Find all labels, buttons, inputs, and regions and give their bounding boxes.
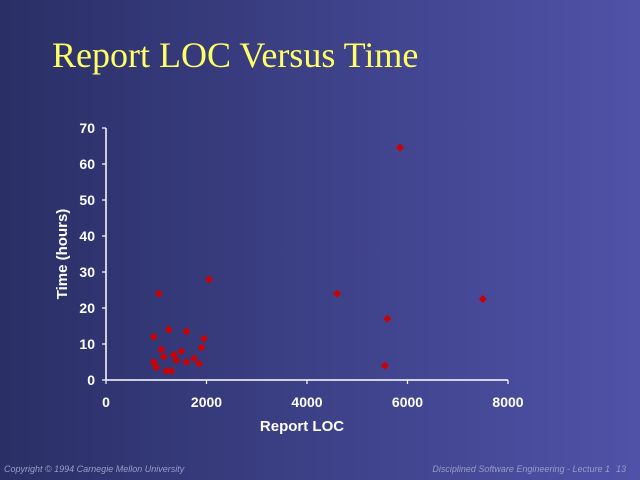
data-point [199,334,208,343]
data-point [157,345,166,354]
y-tick-label: 50 [79,192,95,208]
data-point [149,332,158,341]
chart-ticks [102,127,509,384]
data-point [383,314,392,323]
data-point [154,289,163,298]
data-point [159,352,168,361]
y-tick-label: 60 [79,156,95,172]
y-tick-label: 70 [79,120,95,136]
data-point [172,356,181,365]
chart-axes [105,128,508,381]
x-tick-label: 8000 [492,394,523,410]
data-point [152,363,161,372]
data-point [162,367,171,375]
data-point [333,289,342,298]
data-point [197,343,206,352]
x-tick-label: 4000 [291,394,322,410]
data-point [182,327,191,336]
data-point [205,275,214,284]
data-point [189,354,198,363]
page-number: 13 [615,464,626,474]
y-tick-label: 30 [79,264,95,280]
y-axis-title: Time (hours) [54,209,71,300]
slide-title: Report LOC Versus Time [52,35,419,75]
data-point [167,367,176,375]
x-tick-label: 6000 [392,394,423,410]
data-point [177,347,186,356]
y-tick-label: 0 [87,372,95,388]
x-tick-label: 2000 [191,394,222,410]
x-tick-label: 0 [102,394,110,410]
data-point [478,295,487,303]
y-tick-label: 20 [79,300,95,316]
data-point [395,143,404,152]
data-point [380,361,389,370]
x-axis-title: Report LOC [260,418,344,435]
y-tick-label: 40 [79,228,95,244]
lecture-name: Disciplined Software Engineering - Lectu… [432,464,610,474]
lecture-footer: Disciplined Software Engineering - Lectu… [426,464,626,474]
data-point [164,325,173,334]
copyright-footer: Copyright © 1994 Carnegie Mellon Univers… [4,464,185,474]
y-tick-label: 10 [79,336,95,352]
chart-tick-labels: 0 10 20 30 40 50 60 70 0 2000 4000 6000 8000 [79,120,523,410]
data-point [182,358,191,366]
data-point [194,359,203,368]
chart-points [149,143,487,375]
